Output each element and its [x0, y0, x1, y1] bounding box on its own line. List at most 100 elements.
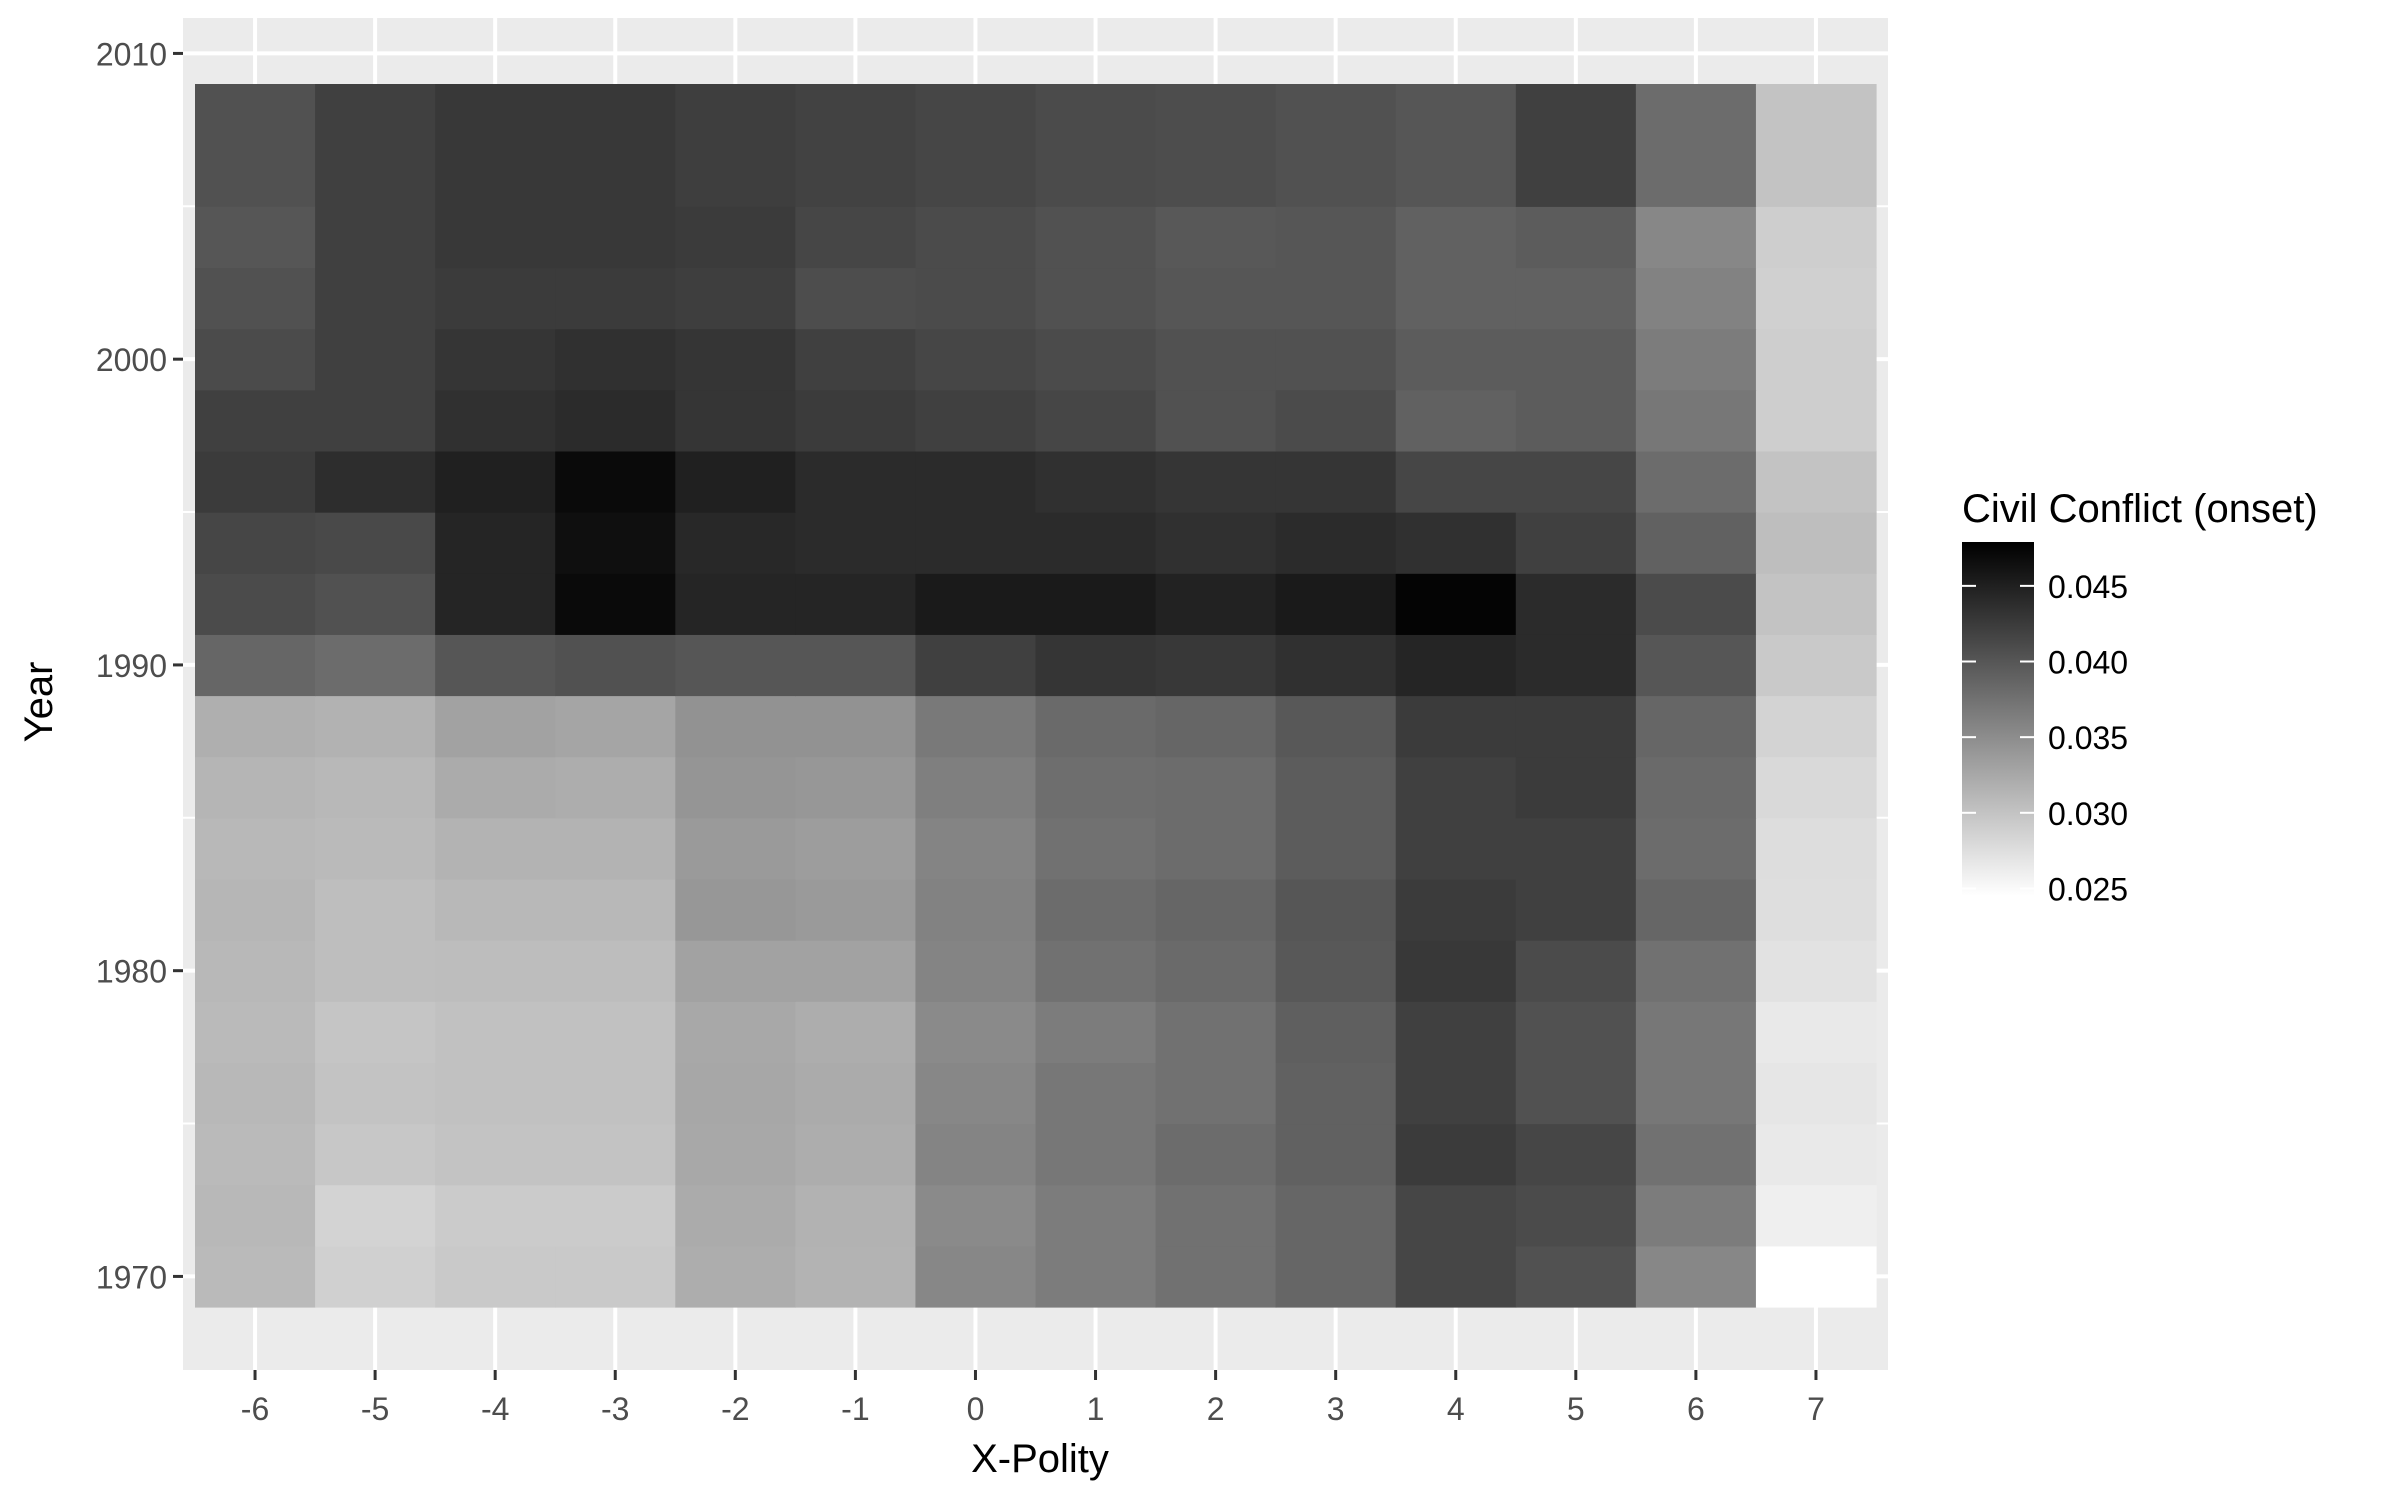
heatmap-cell [795, 84, 916, 207]
heatmap-cell [1396, 84, 1517, 207]
heatmap-cell [1156, 879, 1277, 941]
heatmap-cell [315, 757, 436, 819]
heatmap-cell [795, 940, 916, 1002]
heatmap-cell [1516, 1185, 1637, 1247]
heatmap-cell [675, 390, 796, 452]
heatmap-cell [675, 1185, 796, 1247]
heatmap-cell [195, 940, 316, 1002]
heatmap-cell [1156, 1001, 1277, 1063]
heatmap-cell [1396, 757, 1517, 819]
heatmap-cell [1636, 329, 1757, 391]
heatmap-cell [1156, 84, 1277, 207]
heatmap-cell [1156, 818, 1277, 880]
heatmap-cell [1636, 1185, 1757, 1247]
y-tick-label: 2010 [96, 36, 167, 72]
heatmap-cell [1156, 267, 1277, 329]
heatmap-cell [315, 818, 436, 880]
heatmap-cell [555, 1185, 676, 1247]
heatmap-cell [1636, 451, 1757, 513]
legend-tick-label: 0.030 [2048, 796, 2128, 832]
heatmap-cell [1276, 940, 1397, 1002]
heatmap-cell [1756, 696, 1877, 758]
heatmap-cell [1036, 940, 1157, 1002]
heatmap-cell [1516, 1062, 1637, 1124]
heatmap-cell [555, 206, 676, 268]
heatmap-cell [915, 573, 1036, 635]
heatmap-cell [1276, 267, 1397, 329]
heatmap-cell [195, 879, 316, 941]
x-tick-label: 6 [1687, 1391, 1705, 1427]
heatmap-cell [1516, 329, 1637, 391]
heatmap-cell [555, 818, 676, 880]
heatmap-cell [1036, 1185, 1157, 1247]
y-axis: 1970 1980 1990 2000 2010 [96, 36, 183, 1295]
heatmap-cell [1156, 512, 1277, 574]
heatmap-cell [675, 634, 796, 696]
heatmap-cell [1516, 84, 1637, 207]
heatmap-cell [1756, 818, 1877, 880]
heatmap-cell [435, 818, 556, 880]
legend: Civil Conflict (onset) 0.0250.0300.0350.… [1962, 487, 2318, 907]
heatmap-cell [795, 206, 916, 268]
heatmap-cell [1276, 329, 1397, 391]
heatmap-cell [795, 1185, 916, 1247]
heatmap-cell [1276, 879, 1397, 941]
heatmap-cell [555, 1124, 676, 1186]
heatmap-cell [435, 940, 556, 1002]
heatmap-cell [675, 757, 796, 819]
legend-tick-label: 0.035 [2048, 720, 2128, 756]
heatmap-cell [1756, 84, 1877, 207]
heatmap-cell [1276, 512, 1397, 574]
heatmap-cell [915, 451, 1036, 513]
heatmap-cell [555, 329, 676, 391]
heatmap-cell [435, 879, 556, 941]
heatmap-cells [195, 84, 1877, 1308]
heatmap-cell [435, 696, 556, 758]
heatmap-cell [1396, 1246, 1517, 1308]
heatmap-cell [1636, 84, 1757, 207]
heatmap-cell [555, 1001, 676, 1063]
heatmap-cell [1036, 879, 1157, 941]
heatmap-cell [435, 451, 556, 513]
x-tick-label: -5 [361, 1391, 389, 1427]
heatmap-cell [1276, 573, 1397, 635]
heatmap-cell [1276, 1124, 1397, 1186]
heatmap-cell [555, 390, 676, 452]
heatmap-cell [1036, 451, 1157, 513]
heatmap-cell [675, 1062, 796, 1124]
heatmap-cell [1636, 940, 1757, 1002]
heatmap-cell [1276, 1246, 1397, 1308]
heatmap-cell [1396, 451, 1517, 513]
heatmap-cell [1516, 757, 1637, 819]
heatmap-cell [1276, 451, 1397, 513]
heatmap-cell [1276, 84, 1397, 207]
heatmap-cell [795, 267, 916, 329]
heatmap-cell [1396, 940, 1517, 1002]
heatmap-cell [555, 879, 676, 941]
y-tick-label: 1990 [96, 648, 167, 684]
heatmap-cell [555, 940, 676, 1002]
heatmap-cell [1516, 879, 1637, 941]
heatmap-cell [315, 1124, 436, 1186]
heatmap-cell [1516, 390, 1637, 452]
heatmap-cell [1756, 573, 1877, 635]
heatmap-cell [315, 1001, 436, 1063]
heatmap-cell [315, 390, 436, 452]
heatmap-cell [1156, 940, 1277, 1002]
heatmap-cell [555, 267, 676, 329]
heatmap-cell [195, 757, 316, 819]
heatmap-cell [435, 573, 556, 635]
heatmap-cell [675, 1001, 796, 1063]
legend-tick-label: 0.025 [2048, 871, 2128, 907]
heatmap-cell [435, 267, 556, 329]
x-tick-label: -6 [241, 1391, 269, 1427]
heatmap-cell [195, 1185, 316, 1247]
heatmap-cell [1276, 206, 1397, 268]
heatmap-cell [1636, 634, 1757, 696]
heatmap-cell [1396, 1185, 1517, 1247]
heatmap-cell [915, 1246, 1036, 1308]
heatmap-cell [1756, 267, 1877, 329]
heatmap-cell [315, 451, 436, 513]
heatmap-cell [1516, 1246, 1637, 1308]
heatmap-cell [195, 206, 316, 268]
